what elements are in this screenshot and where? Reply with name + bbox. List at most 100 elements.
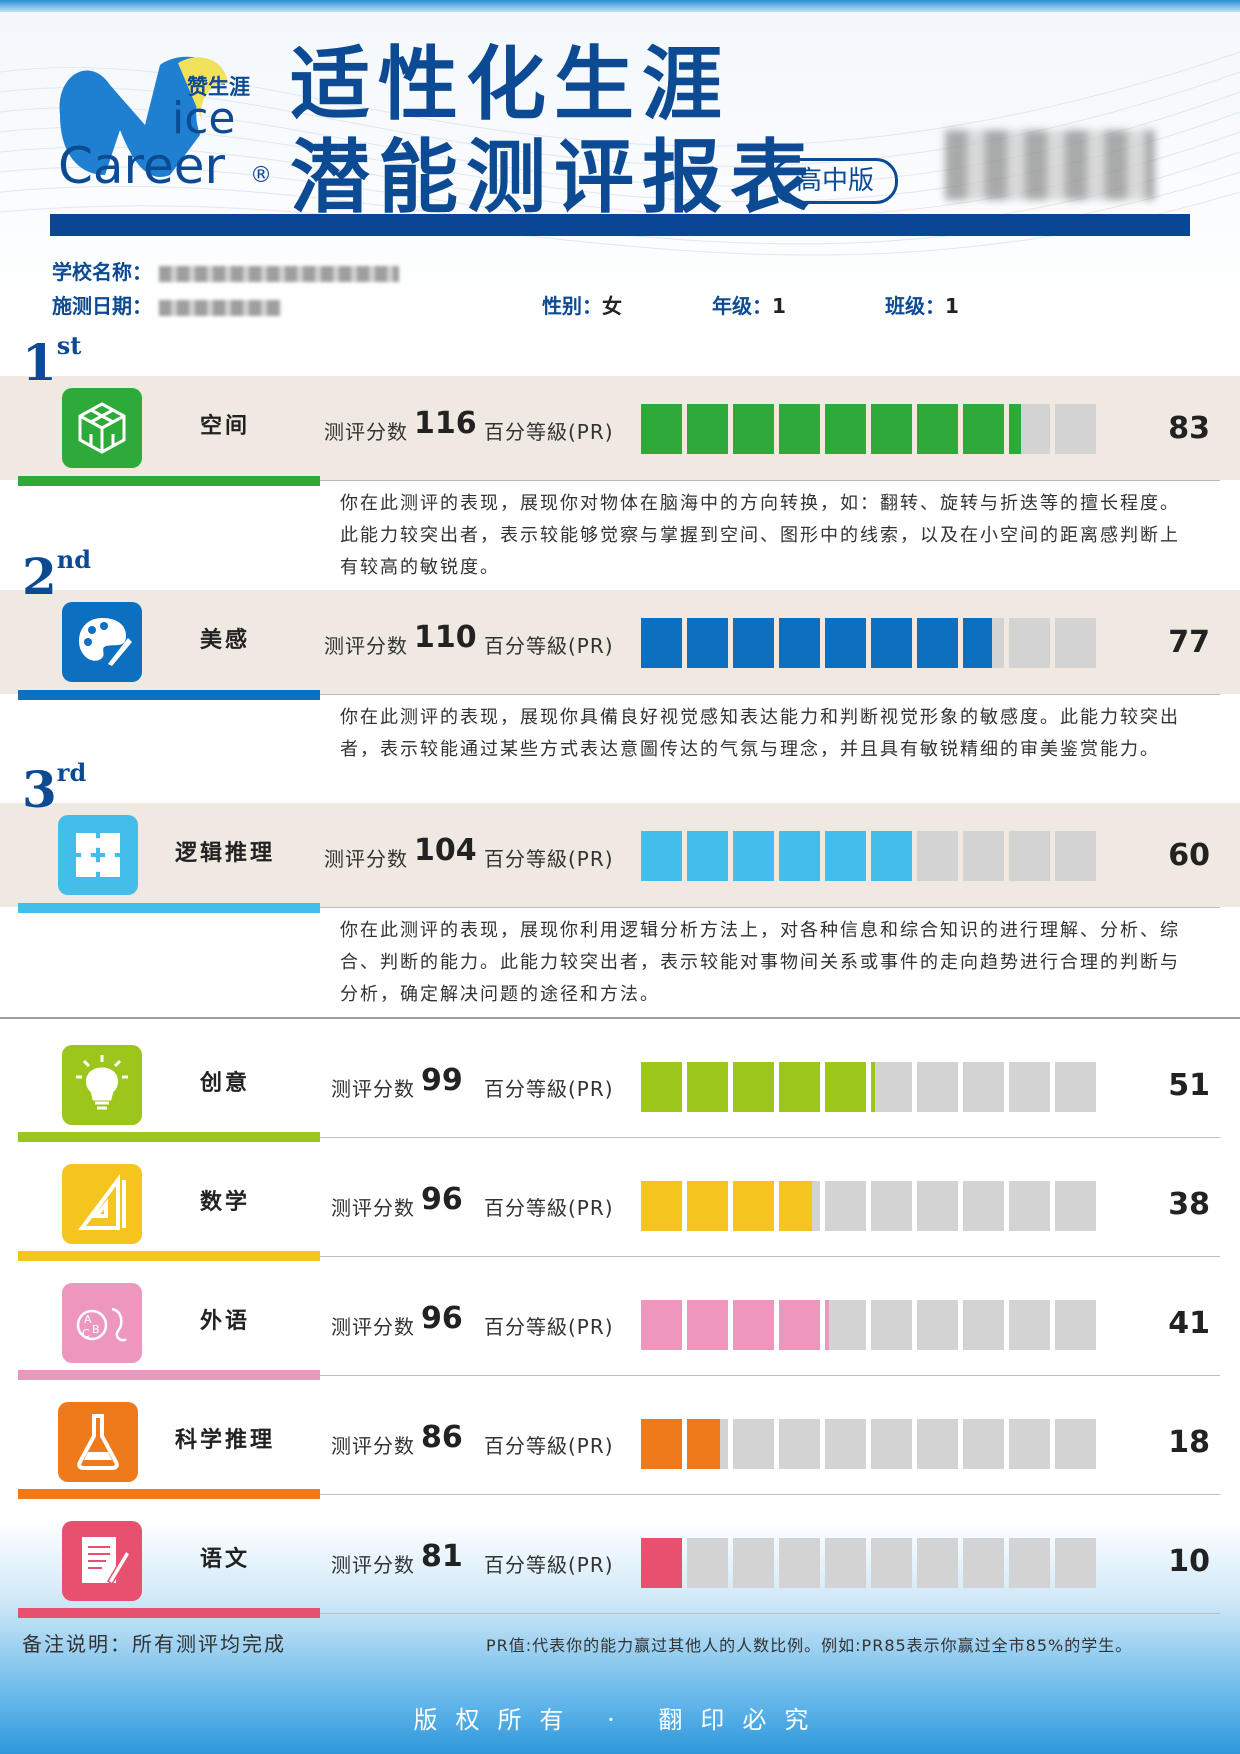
pr-value: 18 — [1168, 1425, 1210, 1460]
pr-bar-fill — [733, 831, 774, 881]
row-rule — [320, 1613, 1220, 1614]
pr-bar-fill — [779, 1300, 820, 1350]
pr-bar-segment — [1055, 1538, 1096, 1588]
pr-bar-segment — [825, 404, 866, 454]
pr-label: 百分等級(PR) — [484, 1196, 614, 1220]
pr-bar-segment — [641, 1062, 682, 1112]
gender-label: 性别： — [542, 294, 602, 318]
pr-bar-segment — [687, 1538, 728, 1588]
pr-bar — [641, 404, 1097, 454]
pr-bar-fill — [687, 1181, 728, 1231]
pr-bar-fill — [825, 404, 866, 454]
top-band — [0, 0, 1240, 12]
ability-color-bar — [18, 1489, 320, 1499]
ability-name: 美感 — [199, 628, 250, 653]
pr-bar-segment — [779, 1181, 820, 1231]
pr-value: 38 — [1168, 1187, 1210, 1222]
rank-number: 3 — [22, 760, 57, 819]
pr-bar-segment — [1055, 1300, 1096, 1350]
school-name-redacted — [158, 265, 399, 282]
pr-bar-segment — [641, 618, 682, 668]
pr-bar-segment — [1055, 831, 1096, 881]
pr-bar-segment — [871, 404, 912, 454]
score-label: 测评分数 — [331, 1196, 415, 1220]
rank-number: 1 — [22, 333, 57, 392]
pr-bar-fill — [963, 618, 992, 668]
pr-bar-fill — [917, 404, 958, 454]
ruler-triangle-icon — [62, 1164, 142, 1244]
pr-bar-fill — [733, 404, 774, 454]
ability-name: 创意 — [199, 1071, 250, 1096]
pr-label: 百分等級(PR) — [484, 1553, 614, 1577]
row-rule — [320, 1494, 1220, 1495]
pr-bar-segment — [963, 1300, 1004, 1350]
puzzle-icon — [58, 815, 138, 895]
rank-label: 3rd — [22, 761, 86, 815]
ability-color-bar — [18, 1608, 320, 1618]
pr-bar-segment — [779, 1419, 820, 1469]
pr-bar-fill — [779, 1181, 812, 1231]
palette-icon — [62, 602, 142, 682]
pr-bar-segment — [733, 1300, 774, 1350]
rank-suffix: nd — [56, 545, 92, 574]
pr-bar-segment — [871, 831, 912, 881]
pr-bar-segment — [917, 1181, 958, 1231]
grade-info: 年级：1 — [712, 290, 786, 319]
pr-bar-segment — [963, 1538, 1004, 1588]
pr-bar-fill — [779, 831, 820, 881]
score-value: 110 — [414, 620, 477, 655]
pr-bar-fill — [733, 1300, 774, 1350]
school-info: 学校名称： — [52, 256, 399, 285]
pr-value: 60 — [1168, 838, 1210, 873]
pr-bar-segment — [733, 831, 774, 881]
pr-bar-segment — [687, 618, 728, 668]
logo-cn-text: 赞生涯 — [187, 75, 250, 99]
band-rule — [320, 480, 1220, 481]
pr-bar-fill — [733, 1181, 774, 1231]
flask-icon — [58, 1402, 138, 1482]
pr-bar — [641, 831, 1097, 881]
pr-bar — [641, 1300, 1097, 1350]
ability-color-bar — [18, 690, 320, 700]
pr-bar-fill — [687, 1419, 720, 1469]
pr-value: 10 — [1168, 1544, 1210, 1579]
pr-bar-segment — [733, 404, 774, 454]
pr-bar-fill — [917, 618, 958, 668]
pr-bar-segment — [687, 1181, 728, 1231]
pr-bar-segment — [687, 831, 728, 881]
pr-bar-segment — [1009, 404, 1050, 454]
pr-label: 百分等級(PR) — [484, 1434, 614, 1458]
pr-bar-segment — [963, 618, 1004, 668]
pr-bar-segment — [963, 404, 1004, 454]
date-label: 施测日期： — [52, 294, 152, 318]
row-rule — [320, 1375, 1220, 1376]
pr-bar-segment — [779, 404, 820, 454]
ability-color-bar — [18, 1132, 320, 1142]
pr-bar-segment — [687, 1419, 728, 1469]
pr-bar-segment — [963, 1181, 1004, 1231]
ability-name: 科学推理 — [174, 1428, 275, 1453]
pr-bar-segment — [641, 1419, 682, 1469]
rank-label: 1st — [22, 334, 81, 388]
score-value: 104 — [414, 833, 477, 868]
ability-name: 语文 — [199, 1547, 250, 1572]
pr-bar-segment — [1055, 1419, 1096, 1469]
ability-name: 数学 — [199, 1190, 250, 1215]
pr-bar-fill — [779, 404, 820, 454]
cube-icon — [62, 388, 142, 468]
logo-mark-icon — [59, 56, 228, 177]
score-value: 96 — [421, 1301, 463, 1336]
score-label: 测评分数 — [331, 1315, 415, 1339]
pr-bar — [641, 618, 1097, 668]
pr-value: 41 — [1168, 1306, 1210, 1341]
pr-bar-fill — [871, 831, 912, 881]
pr-bar-fill — [825, 1062, 866, 1112]
svg-text:A: A — [84, 1313, 92, 1326]
pr-bar-segment — [917, 1300, 958, 1350]
pr-value: 51 — [1168, 1068, 1210, 1103]
score-label: 测评分数 — [331, 1434, 415, 1458]
band-rule — [320, 694, 1220, 695]
score-value: 81 — [421, 1539, 463, 1574]
svg-text:B: B — [92, 1323, 100, 1336]
